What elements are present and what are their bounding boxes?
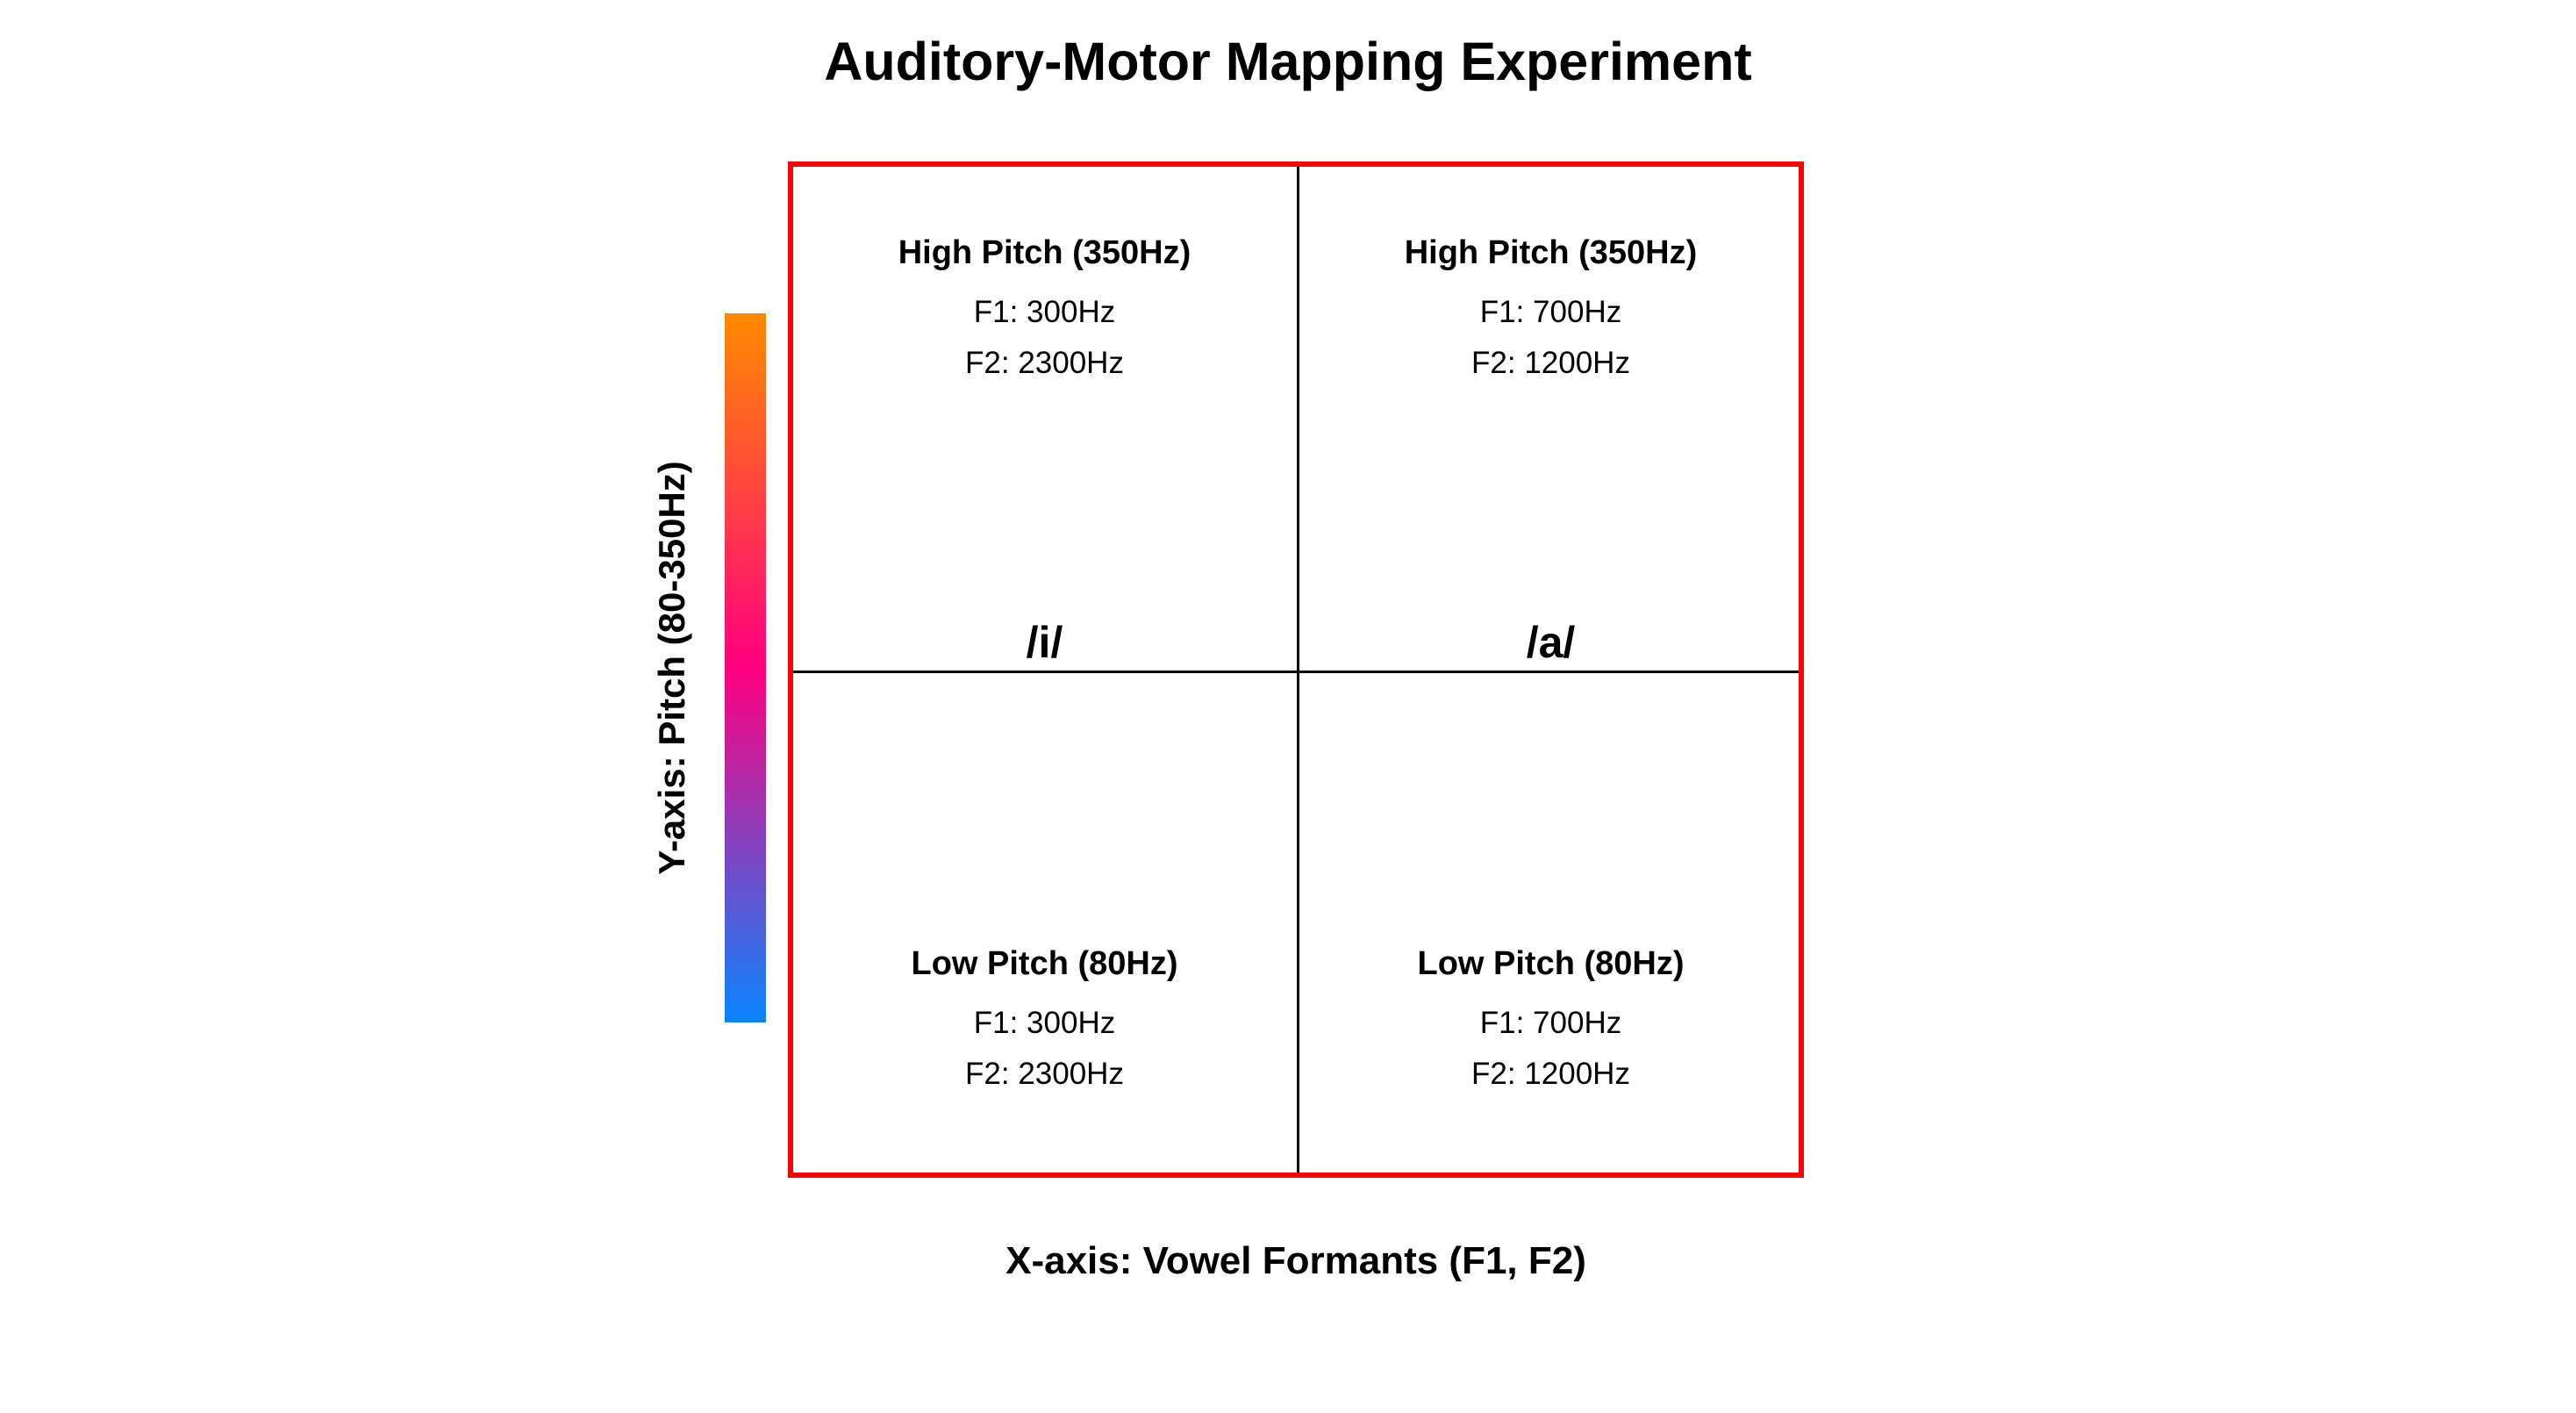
quadrant-heading: High Pitch (350Hz) (1404, 234, 1698, 271)
f2-value: F2: 2300Hz (965, 1057, 1124, 1091)
quadrant-heading: High Pitch (350Hz) (898, 234, 1191, 271)
f1-value: F1: 300Hz (973, 1006, 1116, 1040)
quadrant-text: High Pitch (350Hz) F1: 700Hz F2: 1200Hz (1299, 231, 1802, 389)
pitch-gradient-bar (725, 313, 766, 1022)
quadrant-bottom-right: Low Pitch (80Hz) F1: 700Hz F2: 1200Hz (1299, 673, 1802, 1176)
page-title: Auditory-Motor Mapping Experiment (824, 32, 1752, 91)
quadrant-top-right: High Pitch (350Hz) F1: 700Hz F2: 1200Hz … (1299, 167, 1802, 670)
quadrant-heading: Low Pitch (80Hz) (1417, 945, 1685, 982)
quadrant-text: Low Pitch (80Hz) F1: 700Hz F2: 1200Hz (1299, 942, 1802, 1100)
quadrant-top-left: High Pitch (350Hz) F1: 300Hz F2: 2300Hz … (793, 167, 1296, 670)
x-axis-label: X-axis: Vowel Formants (F1, F2) (1005, 1239, 1586, 1282)
vowel-label-a: /a/ (1526, 618, 1576, 667)
f2-value: F2: 2300Hz (965, 346, 1124, 380)
f2-value: F2: 1200Hz (1471, 346, 1630, 380)
quadrant-grid: High Pitch (350Hz) F1: 300Hz F2: 2300Hz … (788, 161, 1804, 1178)
vertical-divider (1297, 167, 1299, 1173)
horizontal-divider (793, 671, 1799, 673)
quadrant-heading: Low Pitch (80Hz) (911, 945, 1178, 982)
quadrant-bottom-left: Low Pitch (80Hz) F1: 300Hz F2: 2300Hz (793, 673, 1296, 1176)
f1-value: F1: 700Hz (1479, 1006, 1622, 1040)
quadrant-text: High Pitch (350Hz) F1: 300Hz F2: 2300Hz (793, 231, 1296, 389)
quadrant-text: Low Pitch (80Hz) F1: 300Hz F2: 2300Hz (793, 942, 1296, 1100)
f2-value: F2: 1200Hz (1471, 1057, 1630, 1091)
vowel-label-i: /i/ (1026, 618, 1063, 667)
f1-value: F1: 300Hz (973, 295, 1116, 329)
f1-value: F1: 700Hz (1479, 295, 1622, 329)
y-axis-label: Y-axis: Pitch (80-350Hz) (651, 461, 692, 875)
